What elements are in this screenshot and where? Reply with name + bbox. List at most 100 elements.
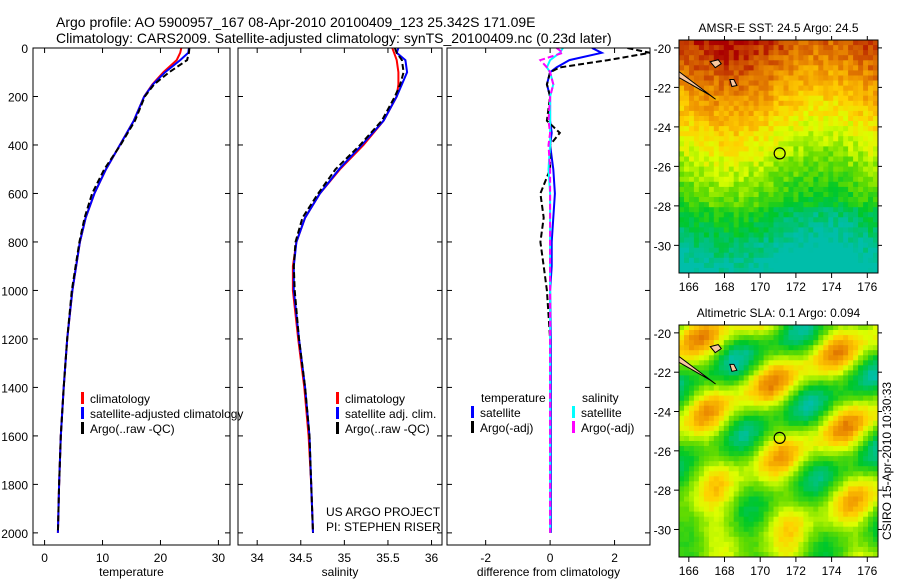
map-cell <box>823 171 829 178</box>
map-cell <box>733 105 740 112</box>
map-cell <box>818 126 824 132</box>
map-cell <box>813 247 819 254</box>
map-cell <box>828 420 834 427</box>
map-cell <box>823 90 829 97</box>
map-frame <box>678 39 879 274</box>
map-cell <box>843 110 849 117</box>
map-cell <box>723 176 730 183</box>
map-cell <box>738 441 745 447</box>
map-cell <box>823 405 829 412</box>
map-cell <box>738 536 745 543</box>
map-cell <box>848 242 854 249</box>
map-cell <box>733 70 740 76</box>
map-cell <box>858 410 864 417</box>
map-cell <box>703 365 710 371</box>
map-cell <box>868 171 874 178</box>
map-cell <box>763 451 770 457</box>
map-cell <box>728 531 735 538</box>
map-cell <box>858 395 864 402</box>
map-cell <box>843 95 849 102</box>
map-cell <box>868 70 874 76</box>
map-cell <box>823 55 829 61</box>
map-cell <box>713 181 720 188</box>
map-cell <box>853 461 859 467</box>
map-cell <box>728 395 735 402</box>
map-cell <box>758 456 765 462</box>
map-cell <box>733 496 740 502</box>
map-cell <box>733 350 740 356</box>
map-cell <box>723 335 730 341</box>
map-cell <box>743 65 750 71</box>
map-cell <box>718 430 725 437</box>
map-cell <box>689 100 695 107</box>
map-cell <box>803 516 809 523</box>
map-cell <box>838 420 844 427</box>
map-cell <box>738 395 745 402</box>
map-cell <box>868 232 874 239</box>
map-cell <box>728 536 735 543</box>
map-cell <box>723 237 730 244</box>
map-cell <box>723 441 730 447</box>
map-cell <box>718 267 725 274</box>
map-cell <box>679 425 685 432</box>
map-cell <box>783 151 789 157</box>
map-cell <box>689 441 695 447</box>
map-cell <box>848 40 854 46</box>
map-cell <box>708 207 715 213</box>
map-cell <box>833 425 839 432</box>
map-cell <box>723 481 730 487</box>
map-cell <box>773 202 779 208</box>
map-cell <box>763 186 770 193</box>
map-cell <box>838 335 844 341</box>
map-cell <box>823 436 829 442</box>
map-cell <box>778 151 784 157</box>
map-cell <box>818 151 824 157</box>
map-cell <box>823 506 829 513</box>
x-tick-label: 34 <box>250 551 264 565</box>
map-cell <box>763 355 770 361</box>
map-cell <box>679 476 685 482</box>
map-cell <box>793 410 799 417</box>
map-cell <box>713 50 720 56</box>
map-cell <box>793 546 799 553</box>
map-cell <box>679 217 685 223</box>
map-cell <box>743 192 750 198</box>
map-cell <box>868 60 874 66</box>
map-cell <box>853 192 859 198</box>
map-cell <box>798 456 804 462</box>
map-cell <box>798 95 804 102</box>
map-cell <box>833 156 839 163</box>
map-cell <box>768 192 774 198</box>
map-cell <box>853 425 859 432</box>
map-cell <box>698 405 705 412</box>
map-cell <box>713 441 720 447</box>
map-cell <box>768 420 774 427</box>
map-cell <box>783 501 789 507</box>
map-cell <box>833 242 839 249</box>
map-cell <box>798 325 804 331</box>
map-cell <box>753 446 760 452</box>
map-cell <box>768 186 774 193</box>
map-cell <box>833 161 839 168</box>
map-cell <box>828 50 834 56</box>
map-cell <box>693 252 700 259</box>
map-cell <box>748 340 755 346</box>
map-cell <box>798 425 804 432</box>
map-cell <box>748 441 755 447</box>
map-cell <box>808 50 814 56</box>
map-cell <box>693 197 700 203</box>
map-cell <box>713 100 720 107</box>
map-cell <box>833 456 839 462</box>
map-cell <box>698 466 705 472</box>
map-cell <box>843 186 849 193</box>
map-cell <box>718 186 725 193</box>
map-cell <box>689 330 695 336</box>
map-cell <box>763 95 770 102</box>
map-cell <box>768 95 774 102</box>
map-cell <box>843 192 849 198</box>
map-cell <box>868 65 874 71</box>
map-cell <box>713 355 720 361</box>
map-cell <box>773 121 779 127</box>
map-cell <box>808 141 814 147</box>
map-cell <box>718 521 725 528</box>
